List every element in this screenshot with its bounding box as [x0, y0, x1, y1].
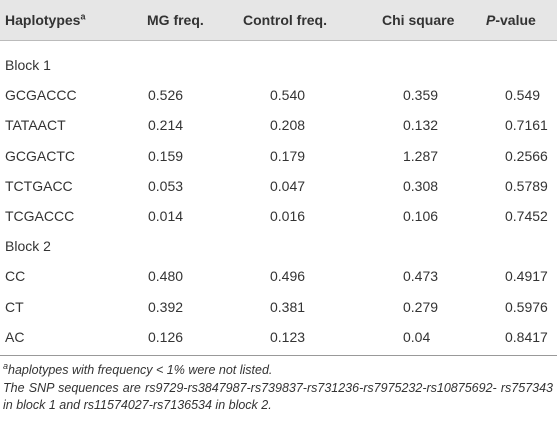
- row-label: CC: [5, 268, 26, 285]
- table-cell: 0.126: [148, 328, 184, 345]
- footnote-text: haplotypes with frequency < 1% were not …: [8, 363, 273, 377]
- table-cell: 1.287: [403, 147, 439, 164]
- header-text: Haplotypes: [5, 12, 81, 28]
- table-cell: 0.159: [148, 147, 184, 164]
- table-header: Haplotypesa MG freq. Control freq. Chi s…: [0, 0, 557, 41]
- footnote-a: ahaplotypes with frequency < 1% were not…: [3, 360, 553, 380]
- header-text: P: [486, 12, 496, 28]
- table-cell: 0.526: [148, 87, 184, 104]
- table-cell: 0.053: [148, 177, 184, 194]
- table-cell: 0.8417: [505, 328, 548, 345]
- row-label: GCGACCC: [5, 87, 77, 104]
- row-label: TCTGACC: [5, 177, 73, 194]
- table-cell: 0.214: [148, 117, 184, 134]
- table-cell: 0.308: [403, 177, 439, 194]
- row-label: CT: [5, 298, 24, 315]
- row-label: TCGACCC: [5, 208, 75, 224]
- header-p: P-value: [486, 10, 536, 30]
- header-haplotypes: Haplotypesa: [5, 10, 85, 30]
- table-cell: 0.014: [148, 208, 184, 224]
- table-cell: 0.5789: [505, 177, 548, 194]
- table-cell: 0.279: [403, 298, 439, 315]
- table-cell: 0.480: [148, 268, 184, 285]
- table-cell: 0.5976: [505, 298, 548, 315]
- table-cell: 0.132: [403, 117, 439, 134]
- table-cell: 0.2566: [505, 147, 548, 164]
- header-mg: MG freq.: [147, 12, 204, 28]
- group-label: Block 1: [5, 57, 51, 73]
- table-cell: 0.381: [270, 298, 306, 315]
- footnotes: ahaplotypes with frequency < 1% were not…: [3, 360, 553, 415]
- table-cell: 0.047: [270, 177, 306, 194]
- table-cell: 0.473: [403, 268, 439, 285]
- table-cell: 0.496: [270, 268, 306, 285]
- row-label: AC: [5, 328, 25, 345]
- header-text: -value: [495, 12, 536, 28]
- table-cell: 0.392: [148, 298, 184, 315]
- table-cell: 0.208: [270, 117, 306, 134]
- table-cell: 0.7161: [505, 117, 548, 134]
- table-cell: 0.549: [505, 87, 541, 104]
- table-cell: 0.123: [270, 328, 306, 345]
- superscript: a: [3, 360, 9, 371]
- superscript: a: [80, 11, 86, 22]
- table-cell: 0.7452: [505, 208, 548, 224]
- table-cell: 0.359: [403, 87, 439, 104]
- table-cell: 0.179: [270, 147, 306, 164]
- header-chi: Chi square: [382, 12, 455, 28]
- table-cell: 0.106: [403, 208, 439, 224]
- header-control: Control freq.: [243, 12, 327, 28]
- table-cell: 0.016: [270, 208, 306, 224]
- row-label: GCGACTC: [5, 147, 75, 164]
- table-cell: 0.540: [270, 87, 306, 104]
- group-label: Block 2: [5, 238, 51, 255]
- footnote-snp: The SNP sequences are rs9729-rs3847987-r…: [3, 380, 553, 413]
- table-cell: 0.4917: [505, 268, 548, 285]
- row-label: TATAACT: [5, 117, 66, 134]
- table-cell: 0.04: [403, 328, 431, 345]
- table-rule: [0, 355, 557, 356]
